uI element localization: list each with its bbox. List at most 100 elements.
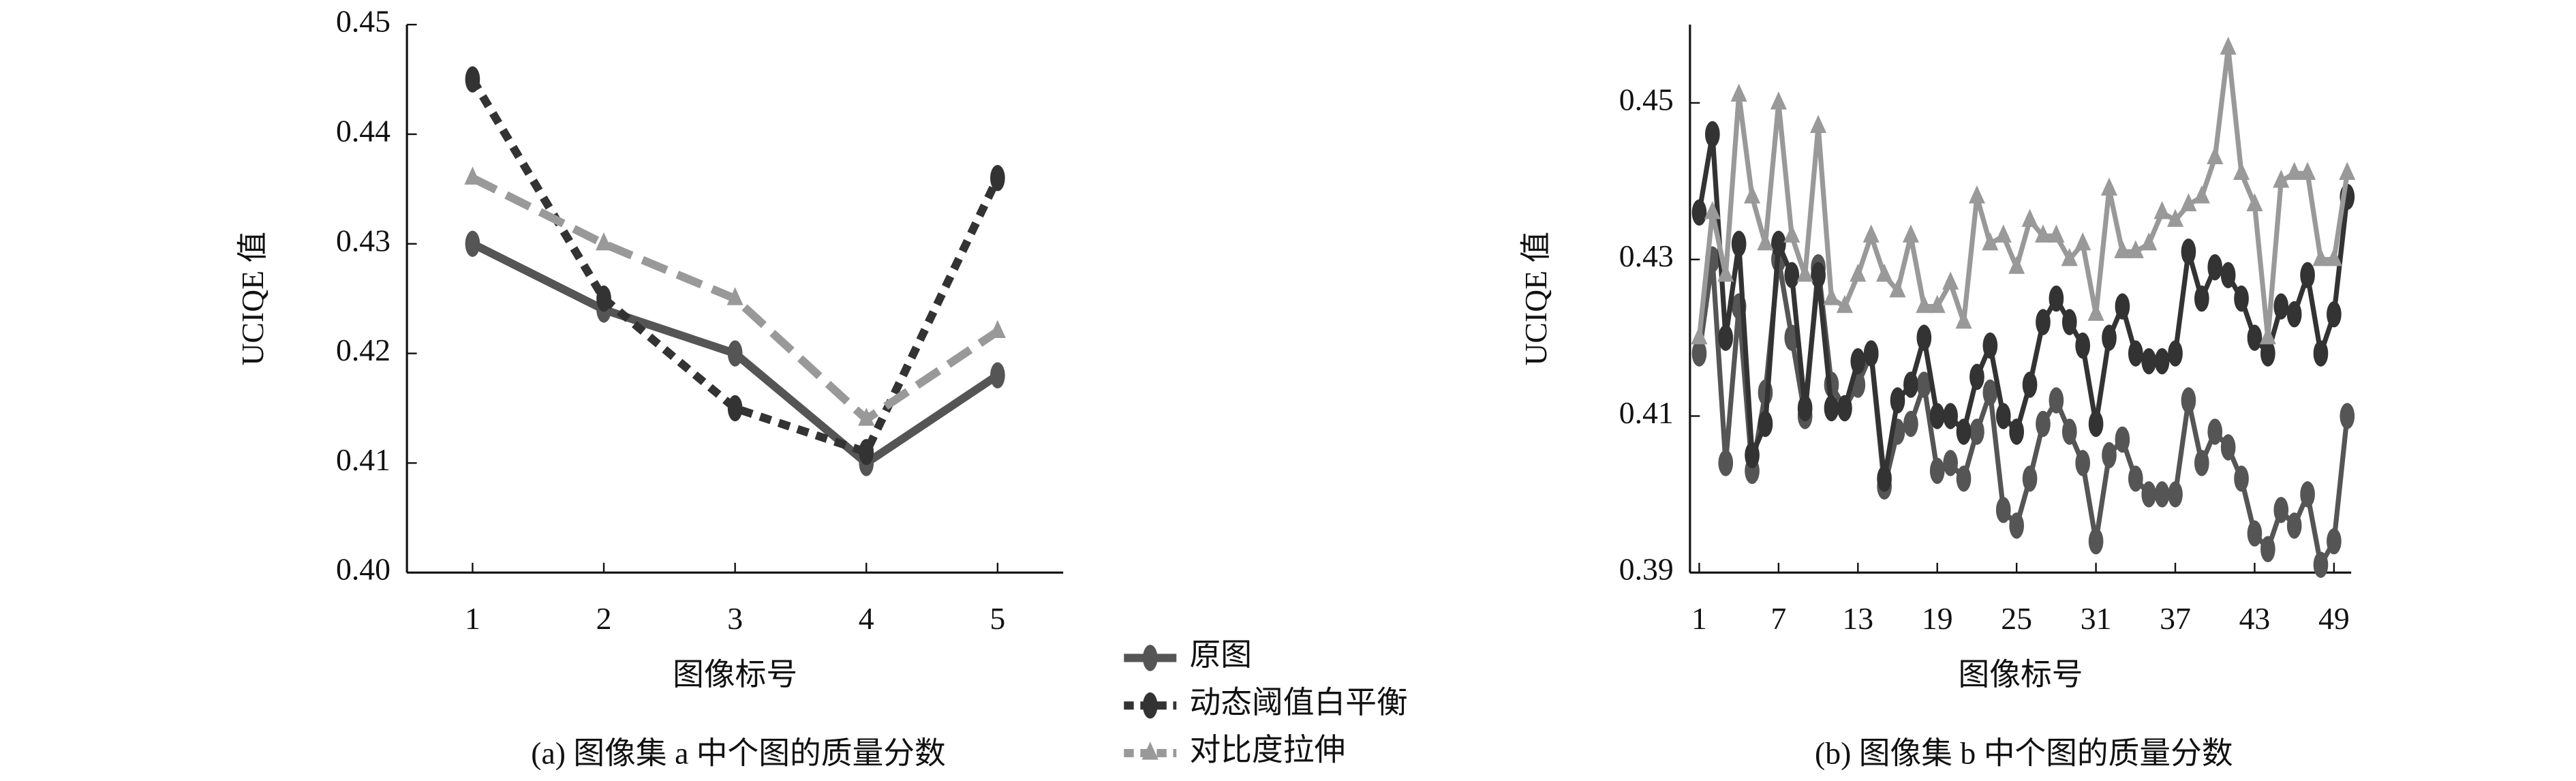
x-tick-label: 4	[859, 601, 874, 636]
marker	[2220, 262, 2236, 288]
y-tick-label: 0.43	[336, 223, 390, 258]
marker	[1969, 418, 1984, 445]
x-tick-label: 13	[1842, 601, 1873, 636]
marker	[2022, 465, 2038, 492]
marker	[2036, 309, 2051, 335]
marker	[2234, 465, 2249, 492]
legend-label: 对比度拉伸	[1190, 733, 1346, 767]
marker	[2074, 232, 2091, 251]
marker	[2088, 410, 2104, 438]
y-tick-label: 0.44	[336, 113, 390, 148]
y-tick-label: 0.43	[1619, 239, 1674, 273]
marker	[1877, 465, 1892, 492]
marker	[1863, 340, 1879, 367]
x-tick-label: 37	[2160, 601, 2191, 636]
legend-label: 动态阈值白平衡	[1190, 685, 1408, 720]
x-axis-label: 图像标号	[1959, 657, 2083, 692]
marker	[2128, 465, 2143, 492]
marker	[2220, 36, 2237, 55]
x-tick-label: 3	[727, 601, 743, 636]
marker	[2075, 332, 2091, 359]
x-tick-label: 5	[990, 601, 1005, 636]
marker	[2022, 371, 2038, 398]
marker	[2181, 238, 2196, 265]
x-tick-label: 1	[465, 601, 480, 636]
marker	[465, 66, 480, 93]
marker	[1730, 83, 1747, 102]
marker	[2061, 309, 2077, 335]
marker	[1850, 348, 1866, 375]
marker	[1982, 332, 1998, 359]
marker	[1995, 403, 2011, 429]
marker	[2154, 348, 2170, 375]
marker	[2273, 170, 2290, 188]
marker	[1903, 371, 1918, 398]
marker	[2141, 348, 2157, 375]
marker	[2340, 403, 2355, 429]
marker	[1916, 324, 1932, 351]
marker	[2114, 240, 2131, 258]
y-tick-label: 0.42	[336, 333, 390, 367]
marker	[2049, 387, 2064, 414]
marker	[1943, 450, 1958, 476]
marker	[2299, 162, 2316, 181]
marker	[2327, 301, 2342, 328]
marker	[596, 232, 613, 251]
y-tick-label: 0.39	[1619, 552, 1674, 587]
marker	[726, 287, 743, 305]
marker	[2286, 301, 2302, 328]
marker	[2061, 247, 2078, 266]
marker	[2194, 285, 2209, 312]
marker	[1850, 263, 1867, 282]
marker	[1982, 232, 1999, 251]
marker	[1956, 418, 1972, 445]
marker	[1745, 442, 1760, 469]
marker	[727, 340, 743, 367]
marker	[2233, 162, 2250, 181]
marker	[2180, 193, 2197, 211]
caption: (b) 图像集 b 中个图的质量分数	[1815, 735, 2233, 770]
y-tick-label: 0.41	[1619, 395, 1674, 430]
marker	[2087, 303, 2104, 321]
marker	[1757, 232, 1774, 251]
marker	[2166, 209, 2184, 227]
marker	[2048, 224, 2065, 243]
marker	[2312, 247, 2329, 266]
marker	[1691, 326, 1708, 345]
marker	[2168, 481, 2183, 508]
marker	[1995, 497, 2011, 523]
marker	[464, 166, 481, 185]
marker	[2036, 410, 2051, 438]
marker	[1916, 371, 1932, 398]
marker	[2115, 426, 2130, 453]
marker	[2128, 340, 2143, 367]
marker	[2168, 340, 2183, 367]
marker	[1718, 324, 1734, 351]
marker	[1982, 379, 1998, 406]
marker	[1902, 224, 1919, 243]
marker	[465, 230, 480, 258]
x-tick-label: 25	[2001, 601, 2032, 636]
marker	[2034, 224, 2052, 243]
marker	[2008, 256, 2025, 274]
marker	[2049, 285, 2064, 312]
marker	[2115, 293, 2130, 320]
x-tick-label: 43	[2239, 601, 2271, 636]
marker	[2313, 340, 2329, 367]
marker	[1943, 403, 1958, 429]
marker	[2220, 434, 2236, 461]
marker	[2207, 146, 2224, 165]
marker	[2260, 340, 2275, 367]
x-tick-label: 2	[596, 601, 612, 636]
marker	[1770, 91, 1787, 110]
marker	[2273, 293, 2289, 320]
marker	[727, 395, 743, 422]
marker	[1731, 230, 1747, 258]
marker	[1903, 410, 1918, 438]
marker	[2207, 418, 2223, 445]
marker	[2100, 177, 2118, 196]
marker	[1862, 224, 1880, 243]
x-axis-label: 图像标号	[673, 657, 797, 692]
x-tick-label: 19	[1922, 601, 1953, 636]
